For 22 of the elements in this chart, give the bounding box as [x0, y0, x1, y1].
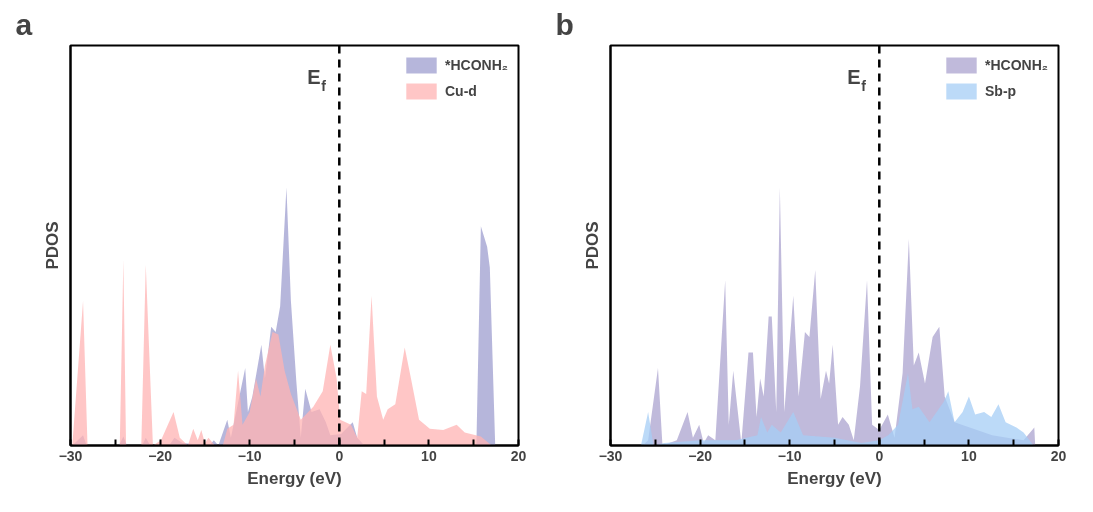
x-tick-label: 20	[1050, 447, 1067, 464]
chart-title: a	[15, 7, 33, 41]
x-tick-label: 0	[335, 447, 344, 464]
y-axis-title: PDOS	[582, 221, 602, 270]
y-axis-title: PDOS	[42, 221, 62, 270]
x-axis-title: Energy (eV)	[247, 468, 342, 488]
x-tick-label: −20	[148, 447, 173, 464]
x-tick-label: 10	[421, 447, 437, 464]
legend-label: Sb-p	[985, 83, 1017, 99]
x-tick-label: −30	[598, 447, 623, 464]
x-axis-title: Energy (eV)	[787, 468, 882, 488]
legend-label: *HCONH₂	[985, 57, 1048, 73]
legend-label: *HCONH₂	[445, 57, 508, 73]
x-tick-label: 20	[510, 447, 527, 464]
chart-title: b	[555, 7, 574, 41]
x-tick-label: −10	[237, 447, 262, 464]
x-tick-label: 0	[875, 447, 884, 464]
x-tick-label: −20	[688, 447, 713, 464]
x-tick-label: −10	[777, 447, 802, 464]
x-tick-label: 10	[961, 447, 977, 464]
legend-label: Cu-d	[445, 83, 477, 99]
x-tick-label: −30	[58, 447, 83, 464]
